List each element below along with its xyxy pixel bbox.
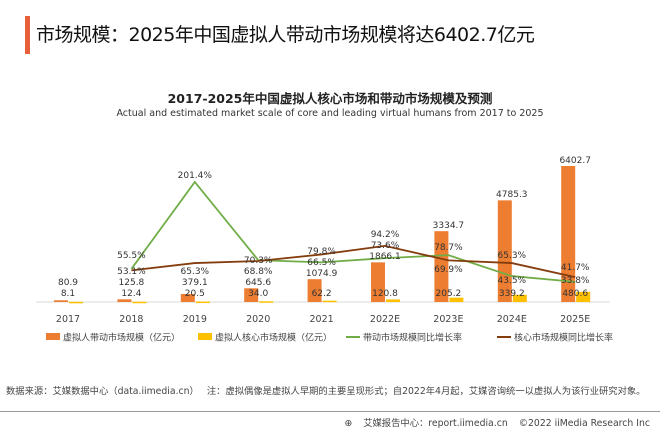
bar-core-market	[322, 300, 337, 303]
x-tick-label: 2021	[310, 314, 334, 325]
x-tick-label: 2019	[183, 314, 207, 325]
line-core-growth-label: 94.2%	[371, 230, 400, 240]
chart: 2017 2018 2019 2020 2021 2022E 2023E 2024E 2025E…	[36, 156, 613, 344]
x-tick-label: 2017	[56, 314, 80, 325]
bar-label-driven: 4785.3	[496, 190, 528, 200]
source-row: 数据来源：艾媒数据中心（data.iimedia.cn） 注：虚拟偶像是虚拟人早…	[6, 386, 654, 397]
line-driven-growth-label: 66.5%	[307, 258, 336, 268]
bar-label-core: 339.2	[499, 289, 525, 299]
bar-label-driven: 645.6	[245, 278, 271, 288]
line-driven-growth-label: 43.5%	[498, 276, 527, 286]
globe-icon: ⊕	[344, 418, 353, 429]
bar-driven-market	[434, 231, 449, 302]
line-core-growth-label: 68.8%	[244, 267, 273, 277]
line-driven-growth-label: 33.8%	[561, 276, 590, 286]
x-tick-label: 2020	[246, 314, 270, 325]
x-tick-label: 2023E	[433, 314, 463, 325]
footer-credits: ⊕ 艾媒报告中心：report.iimedia.cn ©2022 iiMedia…	[336, 415, 650, 429]
copyright: ©2022 iiMedia Research Inc	[518, 418, 650, 429]
line-driven-growth-label: 73.6%	[371, 241, 400, 251]
x-tick-label: 2022E	[370, 314, 400, 325]
bar-driven-market	[180, 293, 195, 302]
bar-label-driven: 1074.9	[306, 269, 338, 279]
line-driven-growth-label: 70.3%	[244, 256, 273, 266]
bar-core-market	[132, 301, 147, 304]
bar-core-market	[386, 299, 400, 302]
bar-label-core: 34.0	[248, 289, 268, 299]
bar-core-market	[449, 297, 464, 302]
line-driven-growth-label: 55.5%	[117, 251, 146, 261]
bar-core-market	[576, 291, 591, 302]
title-accent-bar	[25, 16, 30, 54]
bar-label-driven: 3334.7	[433, 221, 465, 231]
bar-label-core: 62.2	[312, 289, 332, 299]
bar-driven-market	[307, 279, 322, 302]
line-core-growth-label: 65.3%	[181, 267, 210, 277]
legend-swatch	[198, 333, 212, 340]
bar-core-market	[259, 301, 274, 303]
bar-label-core: 480.6	[562, 289, 588, 299]
line-driven-growth-label: 201.4%	[178, 171, 213, 181]
divider	[0, 411, 660, 412]
bar-label-core: 120.8	[372, 289, 398, 299]
bar-driven-market	[244, 288, 259, 302]
bar-core-market	[512, 294, 527, 302]
x-tick-label: 2025E	[560, 314, 590, 325]
chart-title: 2017-2025年中国虚拟人核心市场和带动市场规模及预测	[167, 91, 493, 106]
bar-label-core: 205.2	[436, 289, 462, 299]
bar-label-core: 20.5	[185, 289, 205, 299]
bar-driven-market	[117, 299, 132, 302]
report-link[interactable]: 艾媒报告中心：report.iimedia.cn	[363, 418, 508, 429]
page-title: 市场规模：2025年中国虚拟人带动市场规模将达6402.7亿元	[36, 24, 535, 46]
bar-driven-market	[497, 200, 512, 302]
bar-label-driven: 379.1	[182, 278, 208, 288]
footnote: 注：虚拟偶像是虚拟人早期的主要呈现形式；自2022年4月起，艾媒咨询统一以虚拟人…	[206, 386, 646, 397]
legend-label: 虚拟人带动市场规模（亿元）	[63, 332, 180, 344]
line-core-growth	[131, 244, 576, 279]
bar-core-market	[69, 301, 83, 304]
bar-driven-market	[561, 166, 576, 302]
bar-driven-market	[371, 262, 385, 302]
line-core-growth-label: 79.8%	[307, 247, 336, 257]
legend-label: 虚拟人核心市场规模（亿元）	[215, 332, 332, 344]
line-core-growth-label: 53.1%	[117, 267, 146, 277]
bar-driven-market	[54, 300, 68, 302]
line-driven-growth-label: 78.7%	[434, 243, 463, 253]
bar-label-driven: 6402.7	[559, 156, 591, 166]
x-tick-label: 2024E	[497, 314, 527, 325]
x-tick-label: 2018	[119, 314, 143, 325]
bar-label-core: 12.4	[121, 289, 141, 299]
line-driven-growth	[130, 180, 576, 283]
line-core-growth-label: 41.7%	[561, 263, 590, 273]
legend-label: 核心市场规模同比增长率	[514, 332, 613, 344]
line-core-growth-label: 65.3%	[498, 251, 527, 261]
bar-label-driven: 80.9	[58, 278, 78, 288]
data-source: 数据来源：艾媒数据中心（data.iimedia.cn）	[6, 386, 199, 397]
legend-swatch	[46, 333, 60, 340]
bar-core-market	[195, 301, 210, 304]
legend-label: 带动市场规模同比增长率	[363, 332, 462, 344]
bar-label-core: 8.1	[61, 289, 75, 299]
bar-label-driven: 1866.1	[369, 252, 401, 262]
chart-subtitle: Actual and estimated market scale of cor…	[116, 108, 544, 119]
line-core-growth-label: 69.9%	[434, 265, 463, 275]
bar-label-driven: 125.8	[119, 278, 145, 288]
